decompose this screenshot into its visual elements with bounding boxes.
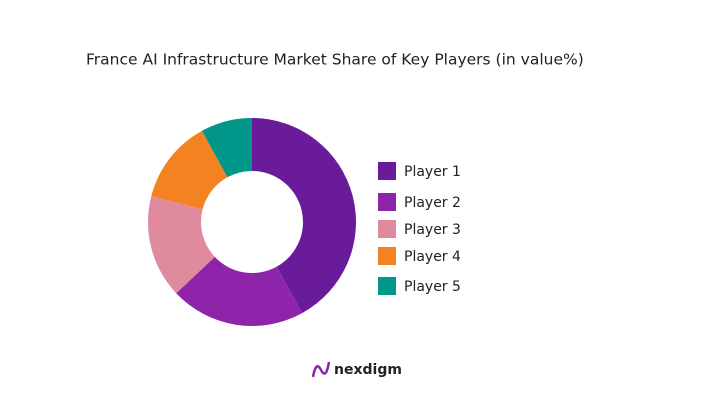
legend-swatch <box>378 277 396 295</box>
legend-swatch <box>378 193 396 211</box>
slice <box>151 130 228 210</box>
legend-label: Player 2 <box>404 195 461 211</box>
slice <box>252 118 356 314</box>
slice <box>148 196 215 294</box>
brand-name: nexdigm <box>334 362 402 378</box>
legend-swatch <box>378 247 396 265</box>
legend-label: Player 3 <box>404 222 461 238</box>
chart-title: France AI Infrastructure Market Share of… <box>86 51 584 69</box>
legend-swatch <box>378 162 396 180</box>
legend-label: Player 1 <box>404 164 461 180</box>
legend-swatch <box>378 220 396 238</box>
slice <box>176 256 303 326</box>
logo-icon <box>311 361 331 378</box>
legend-label: Player 4 <box>404 249 461 265</box>
brand-logo: nexdigm <box>311 361 402 378</box>
slice <box>201 118 252 178</box>
legend-label: Player 5 <box>404 279 461 295</box>
